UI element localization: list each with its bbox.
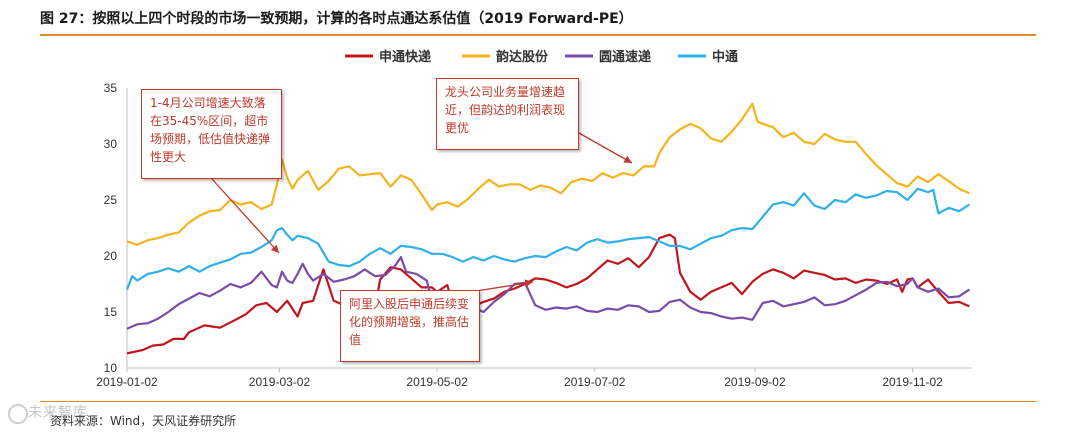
- series-line-3: [126, 256, 970, 330]
- x-tick-label: 2019-05-02: [406, 375, 468, 389]
- x-tick-label: 2019-03-02: [249, 375, 311, 389]
- annotation-arrow-3: [469, 279, 534, 293]
- annotation-arrows: [211, 132, 633, 293]
- bottom-divider: [40, 401, 1036, 402]
- chart-legend: 申通快递 韵达股份 圆通速递 中通: [345, 49, 738, 65]
- legend-label-1: 申通快递: [379, 49, 431, 65]
- chart-axes: 10 15 20 25 30 35 2019-01-02 2019-03-02 2019-05-…: [96, 81, 972, 389]
- x-tick-label: 2019-11-02: [882, 375, 943, 389]
- figure-title: 图 27：按照以上四个时段的市场一致预期，计算的各时点通达系估值（2019 Fo…: [40, 11, 633, 27]
- y-tick-label: 30: [104, 137, 118, 151]
- annotation-box-alibaba-stake: 阿里入股后申通后续变化的预期增强，推高估值: [340, 290, 480, 362]
- annotation-box-q1-growth: 1-4月公司增速大致落在35-45%区间，超市场预期，低估值快递弹性更大: [141, 89, 282, 179]
- legend-label-3: 圆通速递: [599, 49, 651, 65]
- legend-label-4: 中通: [712, 49, 738, 65]
- series-line-1: [126, 233, 970, 355]
- y-tick-label: 35: [104, 81, 118, 95]
- series-line-4: [125, 187, 970, 290]
- annotation-box-yunda-profit: 龙头公司业务量增速趋近，但韵达的利润表现更优: [436, 78, 579, 150]
- top-divider: [40, 34, 1036, 36]
- y-tick-label: 15: [104, 305, 118, 319]
- y-tick-label: 20: [104, 249, 118, 263]
- y-tick-label: 10: [104, 361, 118, 375]
- x-tick-label: 2019-01-02: [96, 375, 158, 389]
- pe-line-chart: 申通快递 韵达股份 圆通速递 中通 10 15 20 25 30 35 2019-01-02 201…: [96, 49, 972, 389]
- x-tick-label: 2019-07-02: [564, 375, 626, 389]
- annotation-arrow-2: [578, 132, 633, 164]
- legend-label-2: 韵达股份: [496, 49, 549, 65]
- watermark-icon: [8, 404, 28, 424]
- annotation-arrow-1: [211, 178, 280, 254]
- watermark: 未来智库: [28, 405, 88, 421]
- source-note: 资料来源：Wind，天风证券研究所: [50, 414, 237, 428]
- series-line-2: [126, 102, 970, 246]
- x-tick-label: 2019-09-02: [724, 375, 786, 389]
- y-tick-label: 25: [104, 193, 118, 207]
